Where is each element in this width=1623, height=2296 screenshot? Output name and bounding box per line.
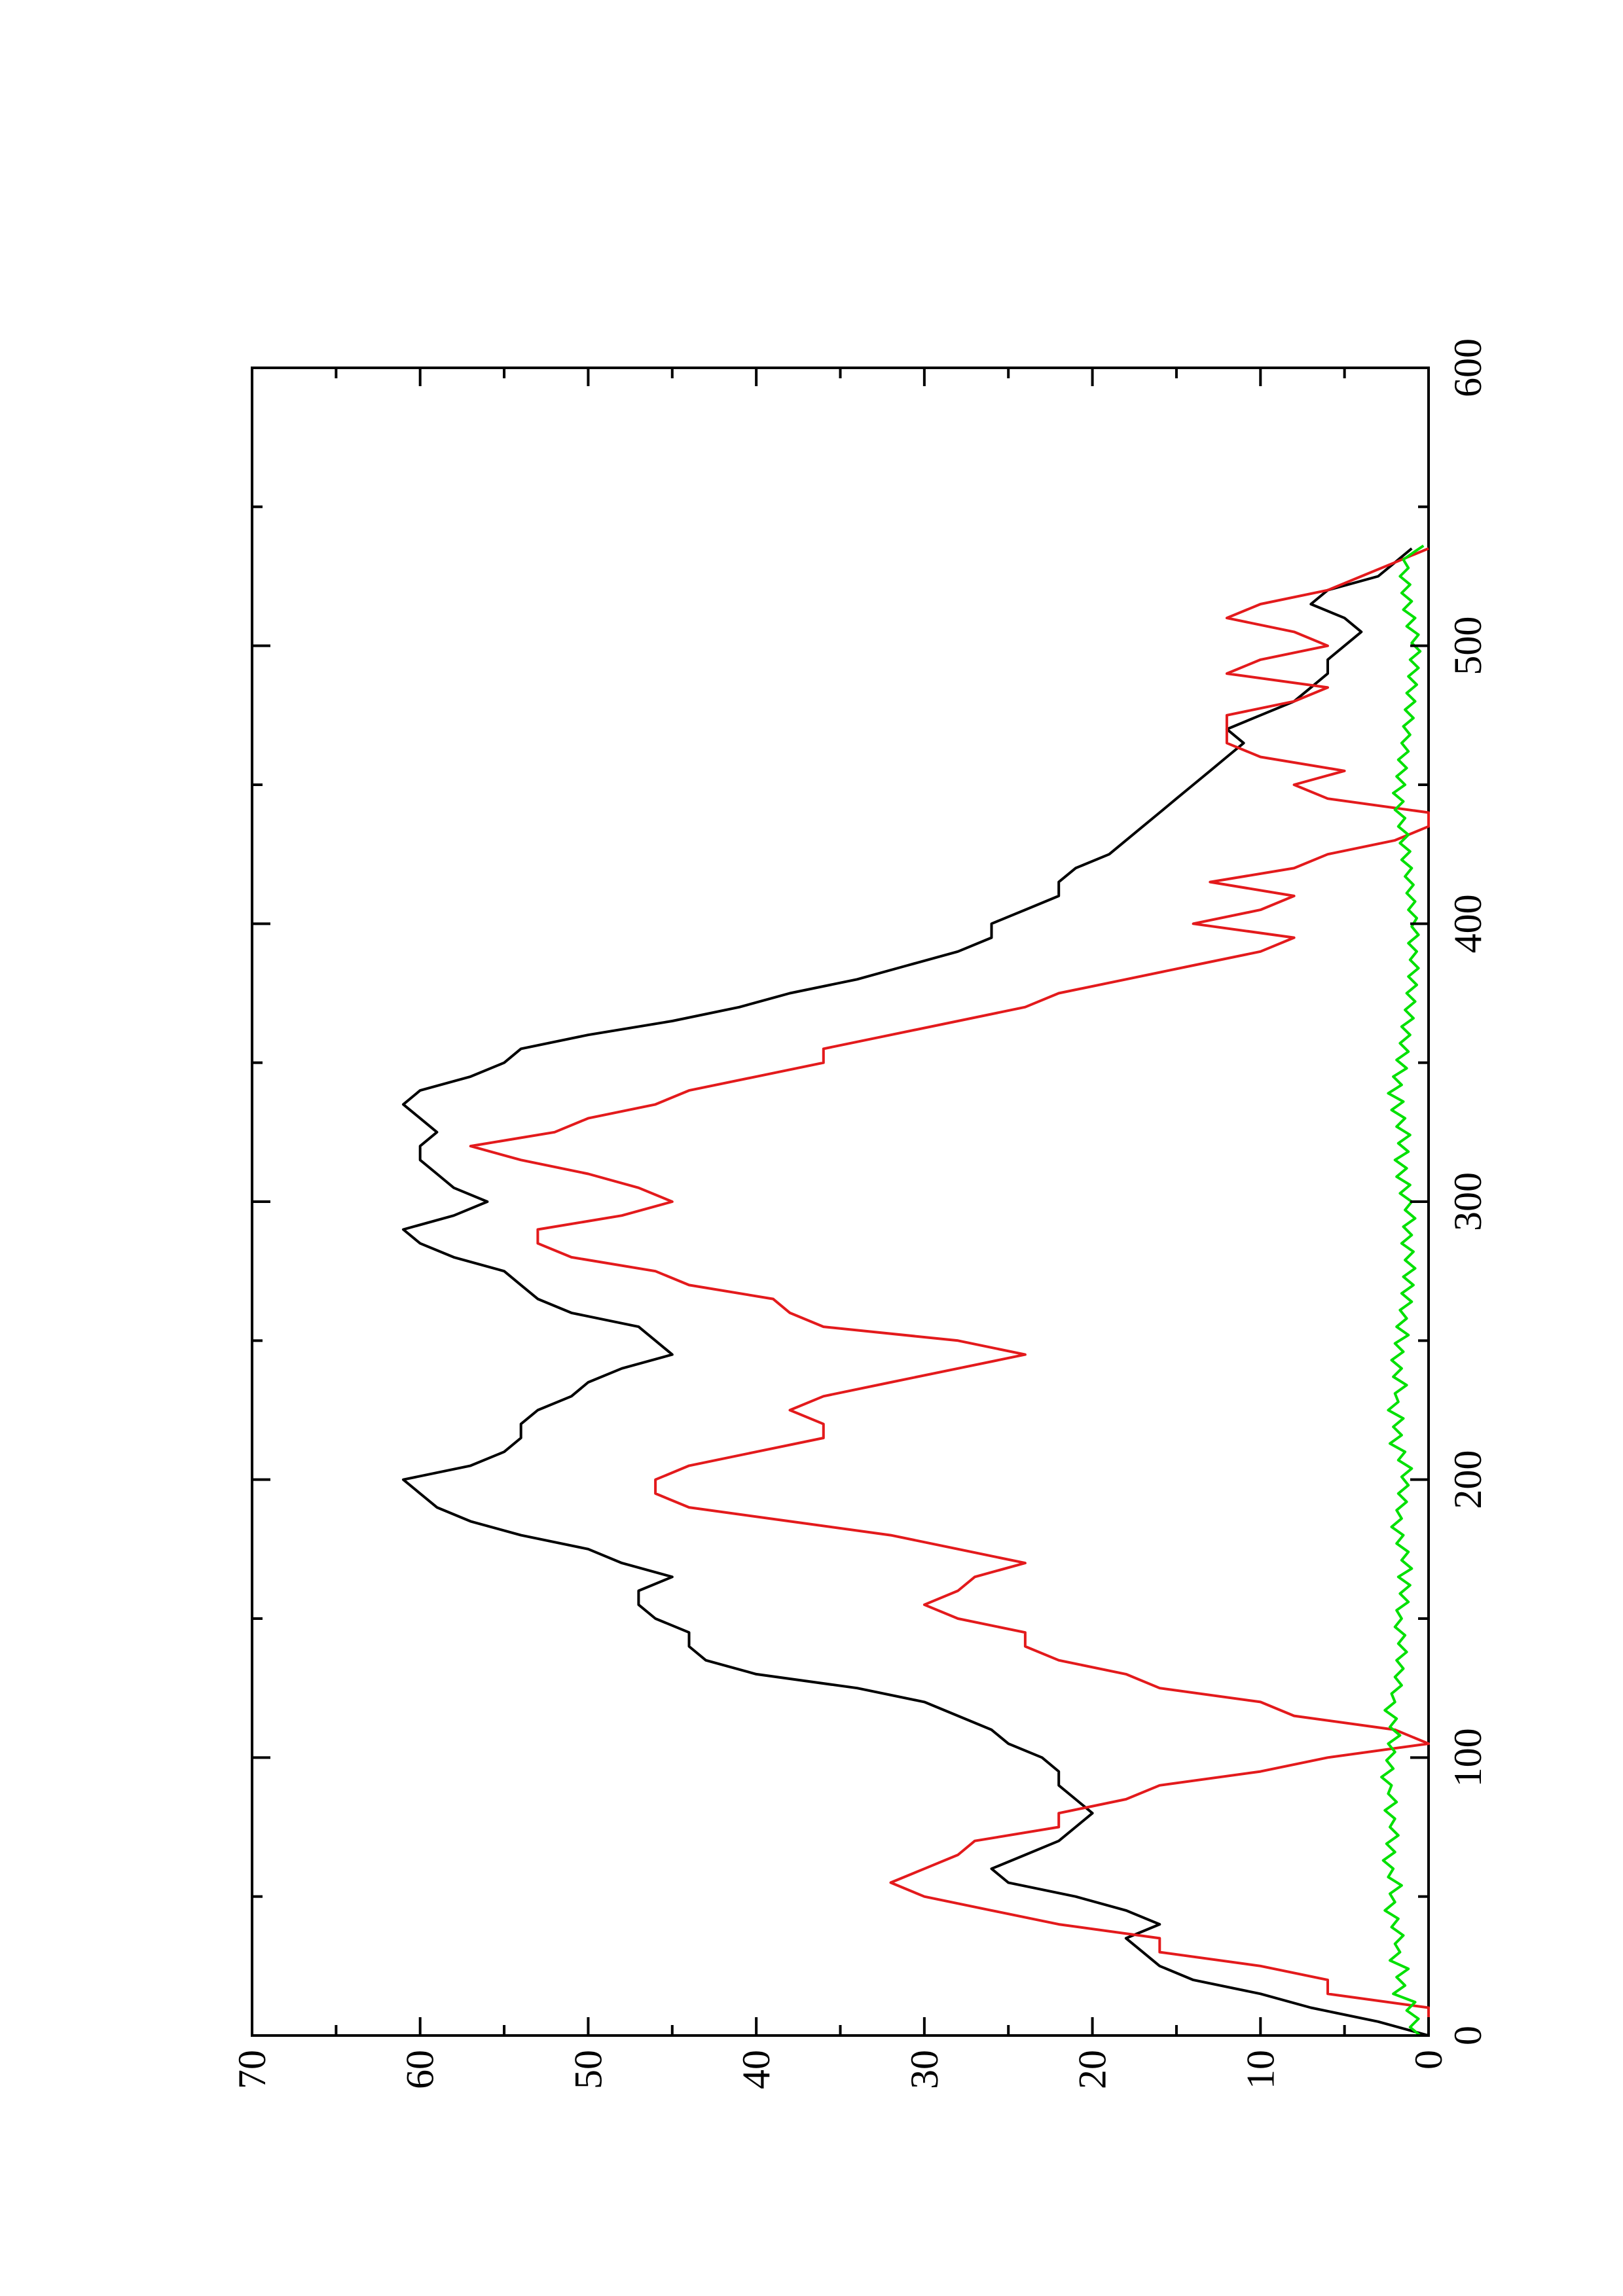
x-tick-label: 0	[1446, 2026, 1489, 2045]
y-tick-label: 0	[1407, 2050, 1450, 2070]
x-tick-label: 200	[1446, 1450, 1489, 1509]
y-tick-label: 70	[230, 2050, 274, 2089]
series-line-2	[469, 547, 1430, 2036]
y-tick-label: 30	[903, 2050, 946, 2089]
x-tick-label: 300	[1446, 1172, 1489, 1231]
y-tick-label: 40	[735, 2050, 778, 2089]
series-line-3	[1380, 545, 1425, 2037]
series-layer	[402, 545, 1430, 2037]
x-tick-label: 400	[1446, 894, 1489, 953]
y-tick-label: 10	[1239, 2050, 1282, 2089]
ticks-layer: 0 100 200 300 400 500 600 0 10 20 30 40 50 60 70	[230, 338, 1489, 2089]
y-tick-label: 20	[1071, 2050, 1114, 2089]
x-tick-label: 100	[1446, 1728, 1489, 1787]
x-tick-label: 600	[1446, 338, 1489, 397]
rotated-plot-group: 0 100 200 300 400 500 600 0 10 20 30 40 50 60 70	[230, 338, 1489, 2089]
y-tick-label: 50	[566, 2050, 610, 2089]
series-line-1	[402, 547, 1429, 2037]
y-tick-label: 60	[399, 2050, 442, 2089]
x-tick-label: 500	[1446, 617, 1489, 675]
